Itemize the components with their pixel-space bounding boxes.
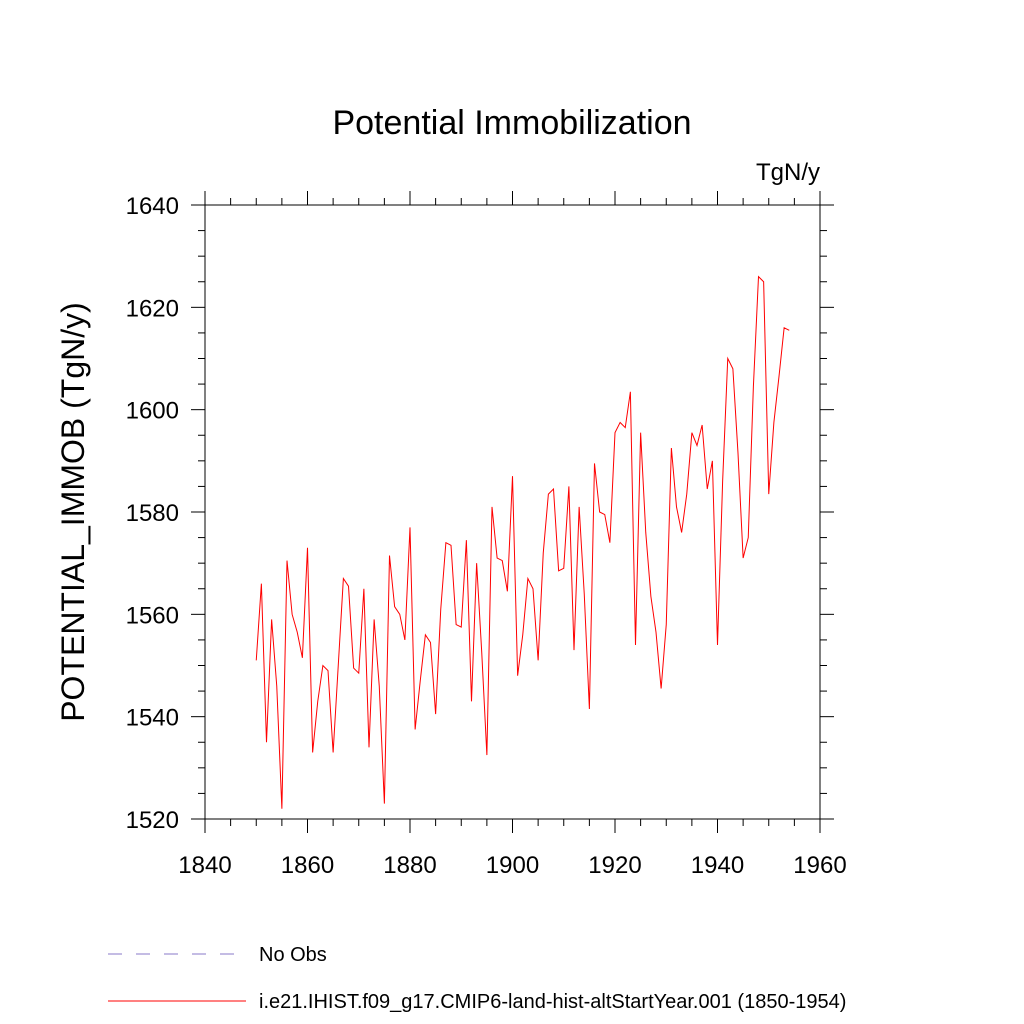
x-tick-label: 1900 bbox=[486, 852, 539, 879]
y-tick-label: 1560 bbox=[126, 602, 179, 629]
axis-ticks bbox=[191, 191, 834, 833]
x-tick-label: 1940 bbox=[691, 852, 744, 879]
chart-title: Potential Immobilization bbox=[332, 104, 691, 142]
y-tick-label: 1520 bbox=[126, 807, 179, 834]
x-tick-label: 1860 bbox=[281, 852, 334, 879]
plot-frame bbox=[204, 204, 821, 820]
tick-labels: 1840 1860 1880 1900 1920 1940 1960 1520 1540 1560… bbox=[126, 193, 847, 879]
units-label: TgN/y bbox=[756, 159, 820, 186]
y-tick-label: 1640 bbox=[126, 193, 179, 220]
x-tick-label: 1920 bbox=[588, 852, 641, 879]
legend: No Obs i.e21.IHIST.f09_g17.CMIP6-land-his… bbox=[108, 944, 846, 1013]
legend-label: i.e21.IHIST.f09_g17.CMIP6-land-hist-altS… bbox=[259, 991, 846, 1013]
y-axis-label: POTENTIAL_IMMOB (TgN/y) bbox=[55, 302, 91, 722]
x-tick-label: 1840 bbox=[178, 852, 231, 879]
series-line-1 bbox=[255, 275, 790, 809]
y-tick-label: 1600 bbox=[126, 398, 179, 425]
x-tick-label: 1960 bbox=[793, 852, 846, 879]
y-tick-label: 1580 bbox=[126, 500, 179, 527]
legend-label: No Obs bbox=[259, 944, 327, 966]
series-layer bbox=[255, 275, 790, 809]
x-tick-label: 1880 bbox=[383, 852, 436, 879]
y-tick-label: 1540 bbox=[126, 705, 179, 732]
y-tick-label: 1620 bbox=[126, 295, 179, 322]
